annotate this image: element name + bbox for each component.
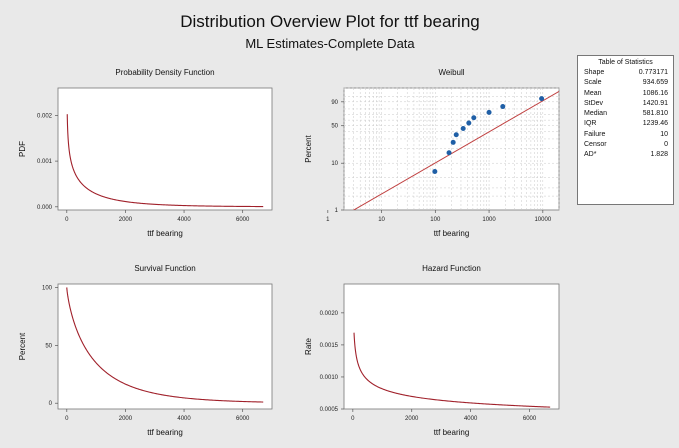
- y-axis-label: PDF: [18, 141, 27, 157]
- panel-title: Probability Density Function: [115, 68, 214, 77]
- y-tick-label: 0.0020: [320, 311, 339, 317]
- y-tick-label: 0.0015: [320, 343, 339, 349]
- statistics-value: 1.828: [650, 151, 668, 159]
- statistics-row: Median 581.810: [578, 109, 673, 119]
- x-tick-label: 4000: [464, 416, 478, 422]
- x-axis-label: ttf bearing: [147, 229, 183, 238]
- statistics-value: 581.810: [642, 110, 668, 118]
- panel-title: Hazard Function: [422, 264, 481, 273]
- fit-line: [352, 90, 559, 210]
- statistics-label: Censor: [584, 141, 607, 149]
- x-tick-label: 1000: [482, 217, 496, 223]
- x-axis-label: ttf bearing: [147, 428, 183, 437]
- y-tick-label: 90: [331, 100, 338, 106]
- statistics-value: 1239.46: [642, 120, 668, 128]
- x-tick-label: 6000: [523, 416, 537, 422]
- x-tick-label: 2000: [405, 416, 419, 422]
- statistics-label: Mean: [584, 89, 602, 97]
- y-tick-label: 50: [45, 343, 52, 349]
- statistics-value: 0: [664, 141, 668, 149]
- x-tick-label: 2000: [119, 416, 133, 422]
- y-tick-label: 0.002: [37, 113, 53, 119]
- series-curve: [66, 114, 264, 208]
- x-tick-label: 4000: [177, 416, 191, 422]
- statistics-value: 1086.16: [642, 89, 668, 97]
- statistics-row: StDev 1420.91: [578, 99, 673, 109]
- statistics-label: Median: [584, 110, 607, 118]
- statistics-label: Shape: [584, 69, 605, 76]
- data-point: [486, 109, 492, 115]
- data-point: [539, 96, 545, 102]
- y-tick-label: 100: [42, 285, 53, 291]
- statistics-table: Table of Statistics Shape 0.773171 Scale 93…: [577, 55, 674, 205]
- x-tick-label: 6000: [236, 217, 250, 223]
- data-point: [446, 150, 452, 156]
- y-tick-label: 50: [331, 124, 338, 130]
- statistics-row: IQR 1239.46: [578, 119, 673, 129]
- weibull-probability-panel: Weibull 1 10 100 1000 10000 1 10 50 90 ttf bearing…: [304, 68, 560, 238]
- x-tick-label: 1: [326, 217, 330, 223]
- data-point: [471, 115, 477, 121]
- data-point: [460, 126, 466, 132]
- x-tick-label: 10000: [534, 217, 551, 223]
- statistics-row: Failure 10: [578, 130, 673, 140]
- data-point: [432, 169, 438, 175]
- figure-title: Distribution Overview Plot for ttf beari…: [180, 12, 480, 31]
- x-axis-label: ttf bearing: [434, 428, 470, 437]
- statistics-value: 10: [660, 130, 668, 138]
- plot-area: [57, 87, 273, 211]
- statistics-value: 1420.91: [642, 99, 668, 107]
- y-tick-label: 10: [331, 161, 338, 167]
- panel-title: Survival Function: [134, 264, 195, 273]
- x-tick-label: 0: [65, 416, 69, 422]
- x-tick-label: 0: [351, 416, 355, 422]
- x-axis-label: ttf bearing: [434, 229, 470, 238]
- statistics-label: AD*: [584, 151, 597, 159]
- x-tick-label: 6000: [236, 416, 250, 422]
- y-axis-label: Percent: [304, 134, 313, 162]
- x-tick-label: 4000: [177, 217, 191, 223]
- series-curve: [66, 287, 264, 403]
- statistics-table-title: Table of Statistics: [598, 59, 653, 66]
- data-point: [453, 132, 459, 138]
- x-tick-label: 2000: [119, 217, 133, 223]
- statistics-value: 0.773171: [638, 69, 668, 76]
- y-tick-label: 0.000: [37, 205, 53, 211]
- statistics-row: AD* 1.828: [578, 150, 673, 160]
- data-point: [466, 120, 472, 126]
- panel-title: Weibull: [438, 68, 464, 77]
- statistics-value: 934.659: [642, 79, 668, 87]
- statistics-label: Failure: [584, 130, 606, 138]
- chart-panels: Probability Density Function 0 2000 4000 600…: [18, 68, 560, 437]
- x-tick-label: 100: [430, 217, 441, 223]
- y-tick-label: 1: [335, 208, 339, 214]
- survival-panel: Survival Function 0 2000 4000 6000 0 50 100 ttf …: [18, 264, 273, 437]
- statistics-label: IQR: [584, 120, 597, 128]
- y-axis-label: Percent: [18, 332, 27, 360]
- figure-subtitle: ML Estimates-Complete Data: [245, 36, 415, 51]
- x-tick-label: 10: [378, 217, 385, 223]
- y-axis-label: Rate: [304, 338, 313, 355]
- statistics-label: StDev: [584, 99, 604, 107]
- y-tick-label: 0.0010: [320, 375, 339, 381]
- y-tick-label: 0.001: [37, 159, 53, 165]
- y-tick-label: 0: [49, 401, 53, 407]
- hazard-panel: Hazard Function 0 2000 4000 6000 0.0005 0.0010…: [304, 264, 560, 437]
- statistics-row: Scale 934.659: [578, 78, 673, 88]
- series-curve: [353, 332, 551, 408]
- statistics-row: Censor 0: [578, 140, 673, 150]
- pdf-panel: Probability Density Function 0 2000 4000 600…: [18, 68, 273, 238]
- y-tick-label: 0.0005: [320, 407, 339, 413]
- data-point: [450, 139, 456, 145]
- statistics-row: Shape 0.773171: [578, 68, 673, 78]
- plot-area: [343, 283, 560, 410]
- statistics-rows: Shape 0.773171 Scale 934.659 Mean 1086.16 StDe…: [578, 68, 673, 161]
- statistics-row: Mean 1086.16: [578, 89, 673, 99]
- statistics-label: Scale: [584, 79, 602, 87]
- x-tick-label: 0: [65, 217, 69, 223]
- data-point: [500, 104, 506, 110]
- plot-area: [57, 283, 273, 410]
